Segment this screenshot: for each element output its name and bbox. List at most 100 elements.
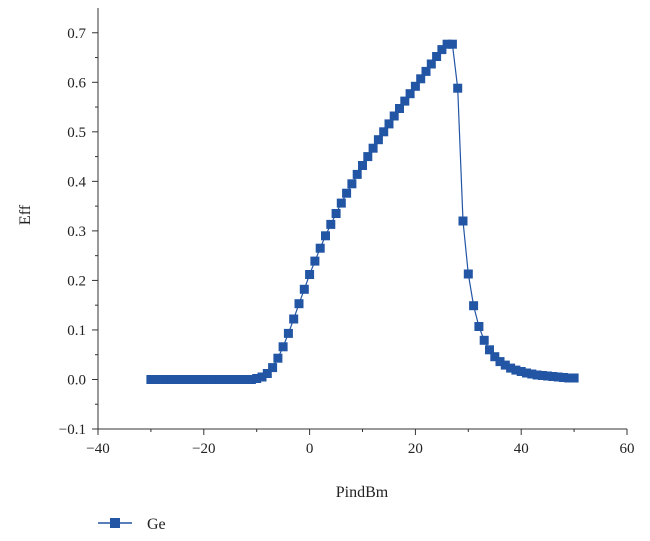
- data-point: [453, 83, 463, 93]
- x-tick-label: −40: [86, 441, 109, 457]
- data-point: [299, 284, 309, 294]
- data-point: [506, 363, 516, 373]
- data-point: [225, 375, 235, 384]
- data-point: [273, 353, 283, 363]
- ticks: −40 −20 0 20 40 60 −0.1 0.0 0.1 0.2 0.3 0.4 0.5 0.6 0.…: [59, 26, 635, 457]
- data-point: [321, 231, 330, 241]
- data-point: [162, 375, 172, 384]
- data-point: [204, 375, 214, 384]
- x-tick-label: 20: [408, 441, 423, 457]
- data-point: [532, 370, 542, 380]
- x-tick-label: −20: [192, 441, 215, 457]
- data-point: [342, 188, 352, 198]
- data-point: [516, 367, 526, 376]
- data-point: [384, 119, 394, 129]
- data-point: [522, 368, 531, 378]
- data-point: [178, 375, 188, 384]
- data-point: [458, 216, 468, 226]
- data-point: [252, 374, 262, 383]
- data-point: [511, 365, 521, 375]
- data-point: [405, 89, 415, 99]
- data-point: [447, 39, 457, 49]
- data-point: [569, 373, 579, 383]
- x-axis-title: PindBm: [336, 484, 389, 501]
- data-point: [236, 375, 246, 384]
- data-point: [479, 335, 489, 345]
- data-point: [395, 104, 404, 113]
- data-point: [336, 198, 346, 208]
- data-point: [209, 375, 219, 384]
- series-line-ge: [150, 43, 575, 381]
- data-point: [363, 152, 373, 162]
- y-tick-label: 0.2: [67, 273, 86, 289]
- data-point: [268, 363, 278, 373]
- data-point: [194, 375, 203, 384]
- data-point: [469, 301, 479, 311]
- data-point: [183, 375, 193, 384]
- y-tick-label: 0.5: [67, 125, 86, 141]
- data-point: [220, 375, 230, 384]
- data-point: [167, 375, 177, 384]
- data-point: [172, 375, 182, 384]
- y-tick-label: 0.3: [67, 224, 86, 240]
- x-tick-label: 40: [514, 441, 529, 457]
- data-point: [400, 96, 410, 106]
- data-point: [490, 352, 500, 362]
- data-point: [347, 179, 357, 189]
- legend-label: Ge: [147, 516, 166, 533]
- data-point: [537, 371, 547, 380]
- data-point: [315, 243, 325, 253]
- data-point: [368, 143, 378, 153]
- data-point: [432, 52, 442, 61]
- data-point: [543, 371, 553, 381]
- data-point: [352, 169, 362, 179]
- y-tick-label: 0.1: [67, 323, 86, 339]
- data-point: [305, 270, 315, 279]
- data-point: [289, 314, 299, 324]
- data-point: [358, 161, 367, 170]
- data-point: [379, 127, 389, 137]
- data-point: [146, 375, 156, 384]
- y-tick-label: 0.7: [67, 26, 86, 42]
- data-point: [553, 372, 563, 382]
- data-point: [559, 373, 568, 382]
- data-point: [157, 375, 166, 384]
- data-point: [283, 328, 293, 338]
- legend-marker: [110, 518, 120, 528]
- data-point: [246, 375, 256, 384]
- data-point: [527, 369, 537, 379]
- data-point: [410, 81, 420, 91]
- data-point: [188, 375, 198, 384]
- data-point: [389, 111, 399, 121]
- data-point: [241, 375, 251, 384]
- y-tick-label: 0.6: [67, 75, 86, 91]
- y-tick-label: 0.0: [67, 372, 86, 388]
- data-point: [564, 373, 574, 383]
- data-point: [331, 209, 341, 218]
- data-point: [421, 66, 431, 76]
- data-point: [257, 372, 267, 382]
- x-tick-label: 60: [620, 441, 635, 457]
- data-point: [278, 342, 288, 352]
- data-point: [500, 360, 510, 370]
- data-point: [437, 45, 447, 55]
- data-point: [326, 219, 336, 229]
- y-tick-label: −0.1: [59, 422, 86, 438]
- series-layer: [146, 39, 579, 384]
- x-tick-label: 0: [306, 441, 314, 457]
- data-point: [426, 59, 436, 69]
- data-point: [151, 375, 161, 384]
- data-point: [231, 375, 240, 384]
- y-axis-title: Eff: [17, 204, 34, 225]
- data-point: [548, 372, 558, 381]
- axes: [97, 8, 627, 430]
- data-point: [215, 375, 225, 384]
- data-point: [495, 357, 505, 367]
- y-tick-label: 0.4: [67, 174, 86, 190]
- legend: Ge: [98, 516, 166, 533]
- data-point: [463, 269, 473, 279]
- data-point: [485, 345, 494, 355]
- data-point: [199, 375, 209, 384]
- data-point: [416, 74, 426, 84]
